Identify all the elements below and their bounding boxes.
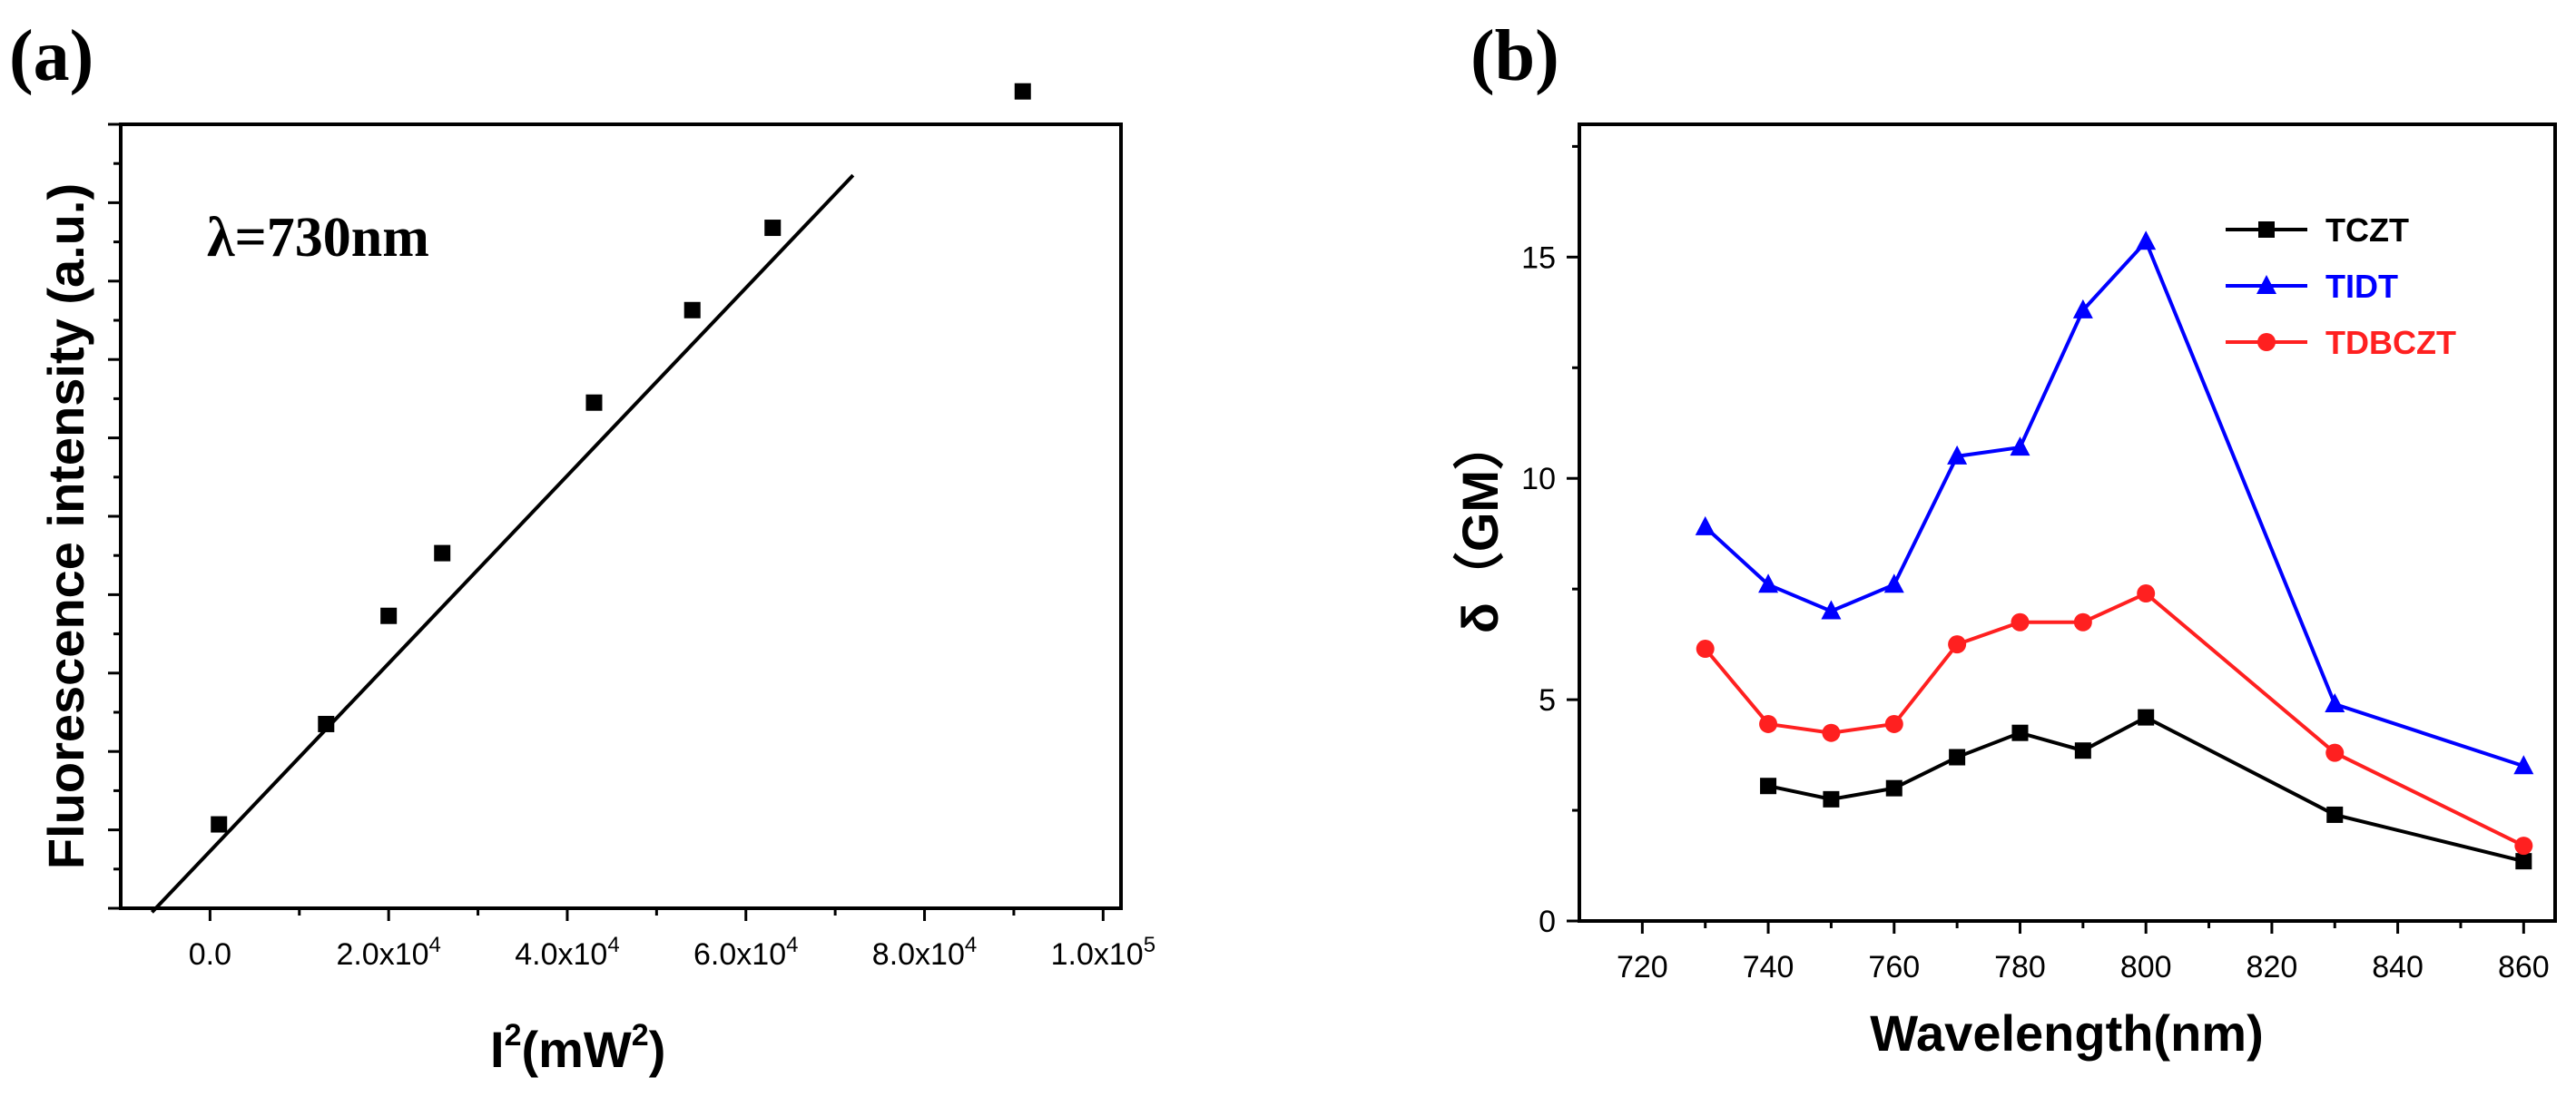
panel-a-y-ticks [108,122,121,910]
panel-b-legend: TCZT TIDT TDBCZT [2226,211,2456,361]
panel-b-ylabel: δ（GM） [1451,419,1509,633]
panel-a-data-point [211,816,228,833]
series-tczt-point [2326,806,2344,823]
series-tidt-point [2010,436,2030,456]
series-tdbczt-point [1948,635,1967,654]
series-tczt-point [1823,790,1840,808]
legend-tczt-marker [2258,221,2275,238]
panel-b-x-tick-label: 740 [1743,950,1794,984]
series-tczt-point [1885,779,1903,797]
series-tdbczt-point [1884,714,1903,733]
series-tdbczt-point [1696,640,1715,659]
series-tidt-point [1947,445,1968,465]
panel-a-x-ticks: 0.0 2.0x104 4.0x104 6.0x104 8.0x104 1.0x105 [189,908,1155,972]
series-tidt-point [1883,573,1904,593]
legend-tidt-label: TIDT [2325,268,2398,305]
panel-a-data-point [764,220,782,237]
series-tczt-point [2074,742,2091,759]
panel-b-label: (b) [1470,16,1559,96]
series-tidt-point [2072,299,2093,318]
series-tidt-point [2325,692,2345,712]
panel-a-data-point [318,715,335,732]
legend-tdbczt-label: TDBCZT [2325,324,2456,361]
series-tdbczt-point [2011,612,2030,632]
series-tidt-point [1821,600,1842,620]
panel-b-y-ticks: 0 5 10 15 [1521,144,1579,939]
panel-b-frame [1578,122,2557,923]
legend-tdbczt-marker [2257,333,2276,351]
panel-b-x-ticks: 720 740 760 780 800 820 840 860 [1617,921,2550,984]
panel-a-x-tick-label: 0.0 [189,937,231,972]
panel-b-y-tick-label: 15 [1521,240,1556,275]
panel-b-x-tick-label: 720 [1617,950,1668,984]
panel-b-x-tick-label: 840 [2372,950,2424,984]
legend-tidt-marker [2256,275,2276,294]
panel-b-x-tick-label: 820 [2247,950,2298,984]
series-tdbczt-line [1704,591,2525,847]
series-tczt-point [2011,724,2029,741]
series-tidt-point [1695,515,1716,535]
panel-a-annotation: λ=730nm [207,207,429,269]
panel-a-xlabel: I2(mW2) [490,1018,665,1078]
series-tidt-point [2513,755,2534,775]
series-tidt-point [1758,573,1779,593]
series-tczt-point [2138,709,2155,726]
panel-a-plot-area [150,83,1031,914]
panel-a-data-point [585,394,603,411]
panel-a-x-tick-label: 2.0x104 [336,933,440,972]
panel-b-x-tick-label: 800 [2120,950,2172,984]
panel-a-x-tick-label: 8.0x104 [872,933,977,972]
series-tdbczt-point [2325,743,2345,762]
panel-a-data-point [380,607,398,624]
series-tidt-line [1704,238,2524,769]
panel-a: (a) 0.0 2.0x104 4.0x104 6.0x104 8.0x104 1.0x1… [9,16,1155,1078]
series-tdbczt-point [2137,584,2156,603]
panel-a-fit-line [150,173,855,914]
panel-a-data-point [683,301,701,318]
panel-b-y-tick-label: 5 [1539,683,1556,718]
series-tczt-point [1760,778,1777,795]
panel-a-label: (a) [9,16,93,96]
series-tczt-point [2515,853,2532,870]
panel-a-x-tick-label: 4.0x104 [515,933,619,972]
series-tdbczt-point [1822,723,1841,742]
panel-b-y-tick-label: 0 [1539,905,1556,939]
series-tczt-point [1949,749,1966,766]
panel-a-x-tick-label: 6.0x104 [693,933,798,972]
panel-b-plot-area [1695,230,2534,870]
panel-a-x-tick-label: 1.0x105 [1051,933,1155,972]
panel-b-x-tick-label: 780 [1994,950,2046,984]
panel-a-data-point [1014,83,1031,100]
panel-b-y-tick-label: 10 [1521,462,1556,496]
panel-b-xlabel: Wavelength(nm) [1870,1004,2263,1062]
series-tdbczt-point [1759,714,1778,733]
series-tdbczt-point [2073,612,2092,632]
panel-b-x-tick-label: 760 [1868,950,1920,984]
series-tidt-point [2136,230,2157,250]
panel-a-ylabel: Fluorescence intensity (a.u.) [37,183,94,869]
panel-b-x-tick-label: 860 [2498,950,2550,984]
legend-tczt-label: TCZT [2325,211,2409,249]
series-tdbczt-point [2514,837,2533,856]
panel-a-data-point [434,544,451,562]
panel-b: (b) 720 740 760 780 800 820 840 860 0 5 10 15 Wave… [1451,16,2557,1062]
